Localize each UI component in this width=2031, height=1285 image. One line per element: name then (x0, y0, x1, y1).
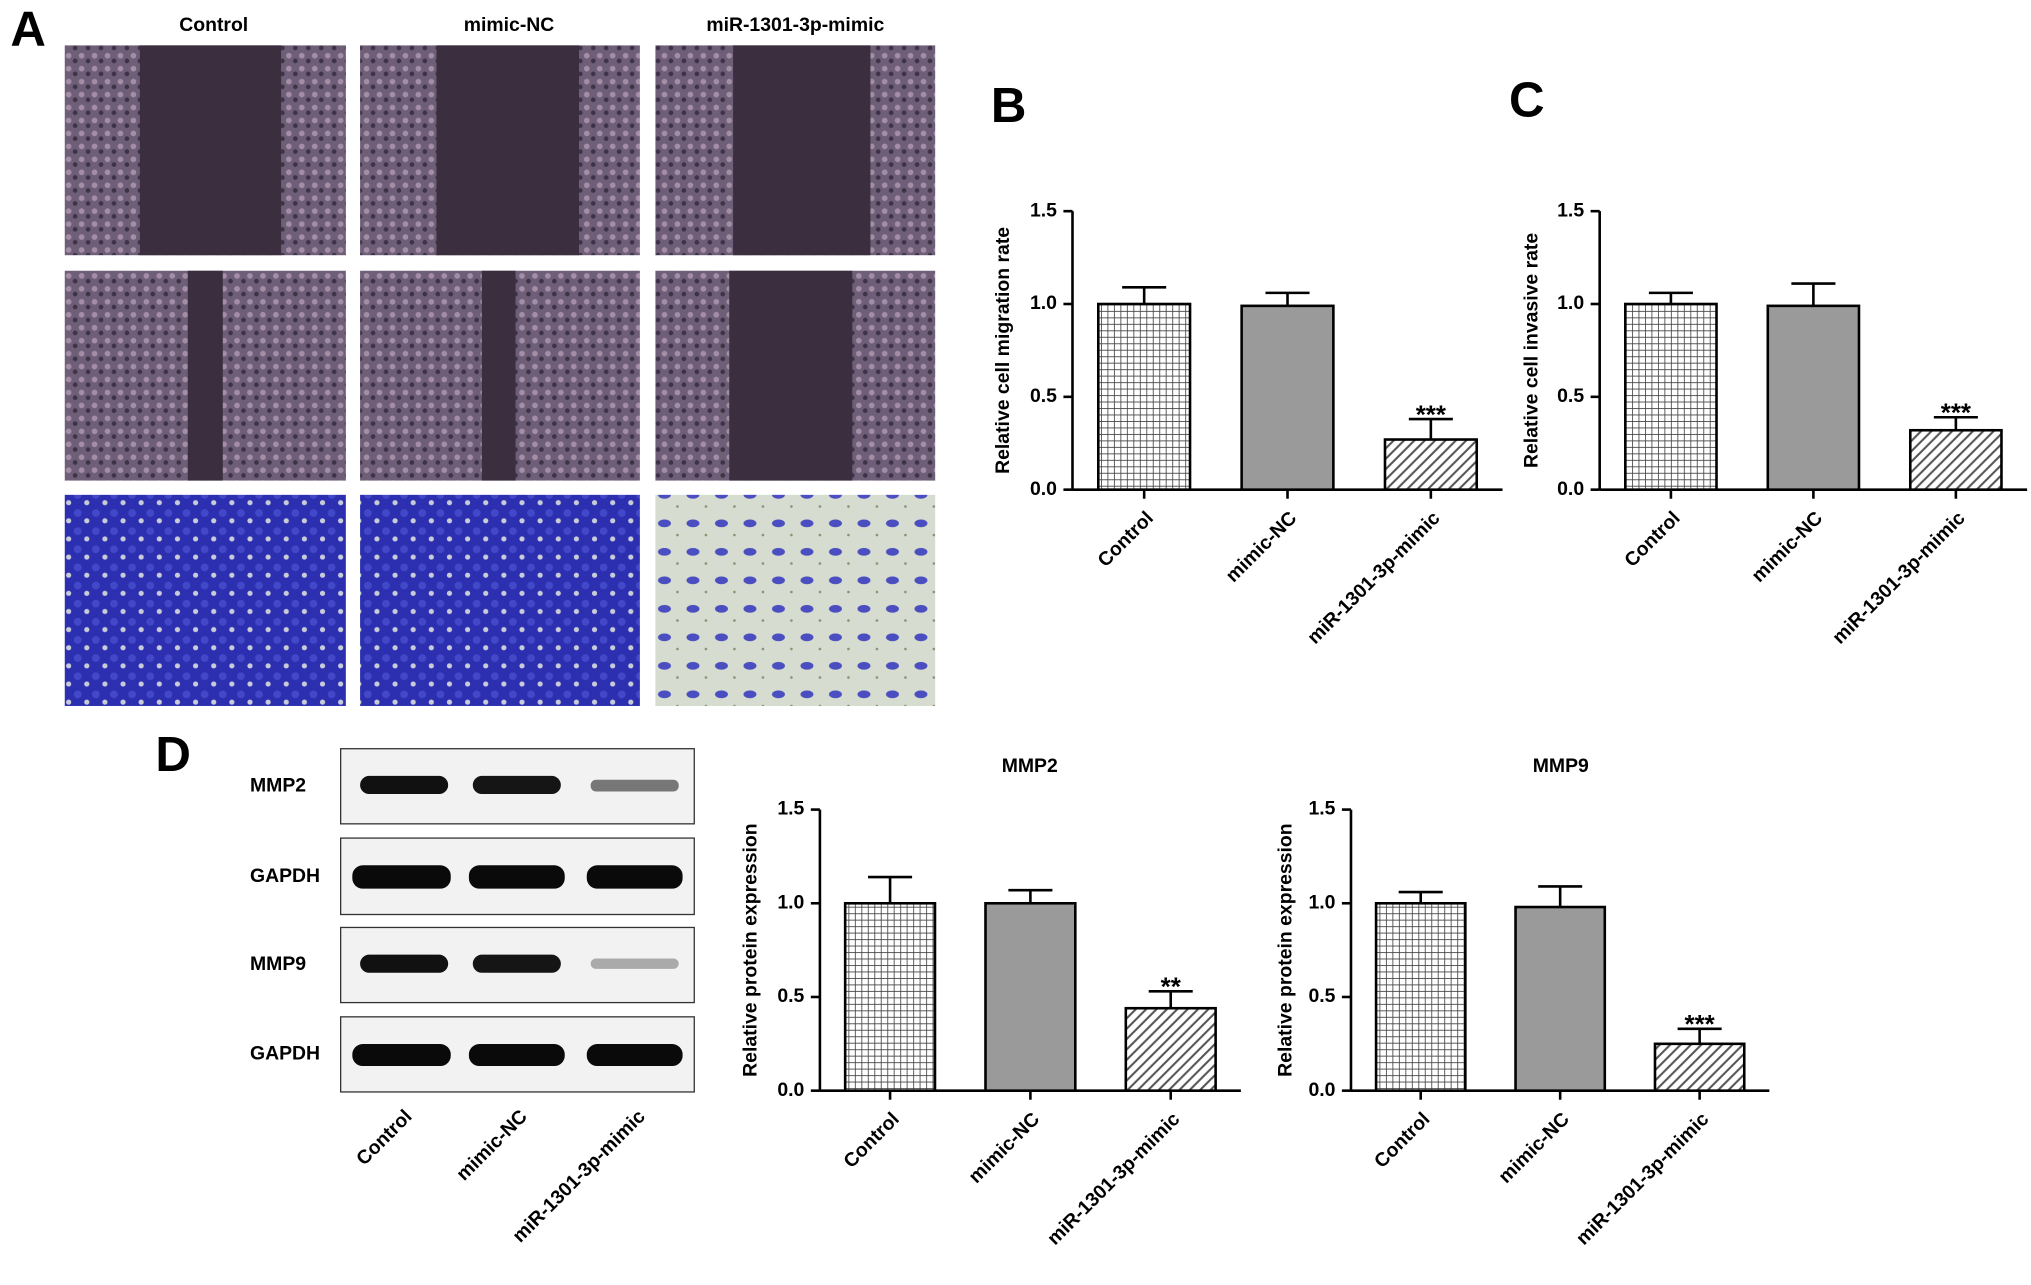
bar (843, 901, 937, 1092)
x-tick-label: Control (1093, 507, 1157, 571)
bar (1124, 1006, 1217, 1092)
blot-row-label: MMP9 (250, 953, 306, 975)
y-tick-label: 0.0 (777, 1079, 804, 1101)
error-bar (1408, 417, 1453, 440)
error-bar (1398, 890, 1443, 904)
bar (1374, 901, 1467, 1092)
y-tick-label: 1.5 (1557, 199, 1584, 221)
error-bar (1648, 291, 1693, 305)
bar (1766, 304, 1861, 491)
bar (1383, 438, 1479, 491)
x-tick-label: miR-1301-3p-mimic (1303, 507, 1445, 649)
x-tick-label: Control (839, 1108, 903, 1172)
chart-title: MMP2 (1002, 755, 1058, 777)
panel-letter: D (155, 727, 191, 782)
x-tick-label: Control (1620, 507, 1684, 571)
x-tick-label: miR-1301-3p-mimic (1572, 1108, 1714, 1250)
blot-row-label: GAPDH (250, 1043, 320, 1065)
significance-label: *** (1685, 1011, 1716, 1039)
significance-label: ** (1161, 974, 1182, 1002)
y-tick-label: 1.0 (1557, 292, 1584, 314)
y-tick-label: 0.5 (1557, 385, 1584, 407)
y-axis-label: Relative cell migration rate (992, 227, 1014, 474)
y-tick-label: 1.5 (1308, 798, 1335, 820)
error-bar (1933, 415, 1978, 431)
y-tick-label: 0.5 (1030, 385, 1057, 407)
y-axis-label: Relative protein expression (1274, 823, 1296, 1076)
significance-label: *** (1416, 401, 1447, 429)
x-tick-label: mimic-NC (964, 1108, 1044, 1188)
bar (1624, 302, 1718, 491)
x-tick-label: miR-1301-3p-mimic (1828, 507, 1970, 649)
bar (1240, 304, 1335, 491)
y-tick-label: 1.5 (1030, 199, 1057, 221)
error-bar (1265, 291, 1310, 306)
blot-row-label: GAPDH (250, 865, 320, 887)
y-tick-label: 1.0 (1030, 292, 1057, 314)
bar (984, 901, 1077, 1092)
blot-lane-label: miR-1301-3p-mimic (508, 1105, 650, 1247)
panel-letter: B (991, 78, 1027, 133)
chart-title: MMP9 (1533, 755, 1589, 777)
bar (1096, 302, 1192, 491)
y-tick-label: 0.5 (1308, 985, 1335, 1007)
x-tick-label: mimic-NC (1222, 507, 1302, 587)
error-bar (1538, 885, 1583, 908)
error-bar (1122, 285, 1167, 305)
bar (1908, 428, 2003, 491)
error-bar (1677, 1027, 1722, 1044)
error-bar (868, 875, 913, 904)
panel-letter: C (1509, 73, 1545, 128)
column-label: mimic-NC (464, 14, 555, 36)
y-tick-label: 1.0 (777, 891, 804, 913)
column-label: miR-1301-3p-mimic (706, 14, 884, 36)
error-bar (1148, 990, 1193, 1009)
x-tick-label: mimic-NC (1494, 1108, 1574, 1188)
x-tick-label: mimic-NC (1747, 507, 1827, 587)
error-bar (1008, 888, 1053, 904)
y-tick-label: 1.0 (1308, 891, 1335, 913)
y-tick-label: 0.5 (777, 985, 804, 1007)
blot-lane-label: mimic-NC (452, 1106, 532, 1186)
y-tick-label: 0.0 (1308, 1079, 1335, 1101)
western-blot (340, 748, 695, 1093)
panel-letter: A (10, 1, 46, 56)
x-tick-label: Control (1370, 1108, 1434, 1172)
y-tick-label: 0.0 (1030, 478, 1057, 500)
bar (1514, 905, 1607, 1092)
y-tick-label: 1.5 (777, 798, 804, 820)
blot-lane-label: Control (352, 1106, 416, 1170)
error-bar (1791, 282, 1836, 306)
y-tick-label: 0.0 (1557, 478, 1584, 500)
bar (1653, 1042, 1746, 1092)
micrographs (64, 45, 936, 706)
blot-row-label: MMP2 (250, 774, 306, 796)
x-tick-label: miR-1301-3p-mimic (1043, 1108, 1185, 1250)
y-axis-label: Relative cell invasive rate (1520, 233, 1542, 468)
y-axis-label: Relative protein expression (739, 823, 761, 1076)
column-label: Control (179, 14, 248, 36)
significance-label: *** (1941, 400, 1972, 428)
